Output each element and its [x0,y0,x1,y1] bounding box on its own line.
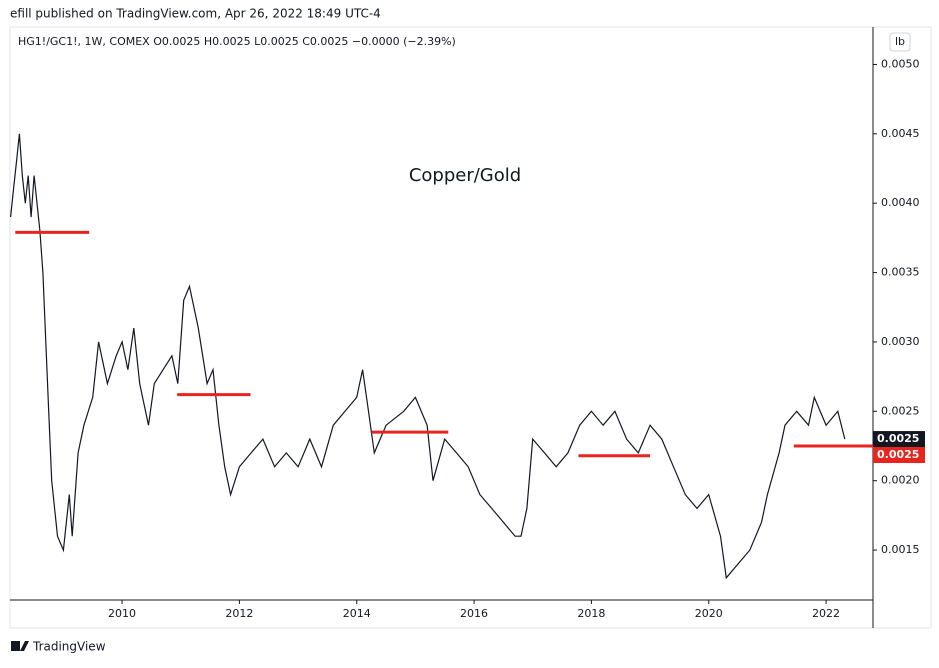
y-tick-label: 0.0040 [881,196,920,209]
price-label-box [873,446,925,463]
brand-logo [11,641,29,651]
x-tick-label: 2014 [343,607,371,620]
y-tick-label: 0.0020 [881,474,920,487]
y-tick-label: 0.0030 [881,335,920,348]
price-label-box [873,431,925,448]
unit-button[interactable] [889,32,911,52]
x-tick-label: 2018 [577,607,605,620]
y-tick-label: 0.0050 [881,57,920,70]
byline: efill published on TradingView.com, Apr … [10,7,381,21]
y-tick-label: 0.0035 [881,266,920,279]
price-line [10,133,846,580]
x-tick-label: 2012 [225,607,253,620]
brand: TradingView [32,640,106,654]
unit-button-label[interactable]: lb [895,35,905,48]
x-tick-label: 2022 [812,607,840,620]
x-tick-label: 2020 [695,607,723,620]
price-label: 0.0025 [877,448,919,461]
x-tick-label: 2016 [460,607,488,620]
y-tick-label: 0.0015 [881,543,920,556]
x-tick-label: 2010 [108,607,136,620]
y-tick-label: 0.0045 [881,127,920,140]
symbol-legend: HG1!/GC1!, 1W, COMEX O0.0025 H0.0025 L0.… [18,35,456,48]
price-label: 0.0025 [877,432,919,445]
panel-border [9,26,932,629]
y-tick-label: 0.0025 [881,404,920,417]
annotation: Copper/Gold [409,165,521,186]
